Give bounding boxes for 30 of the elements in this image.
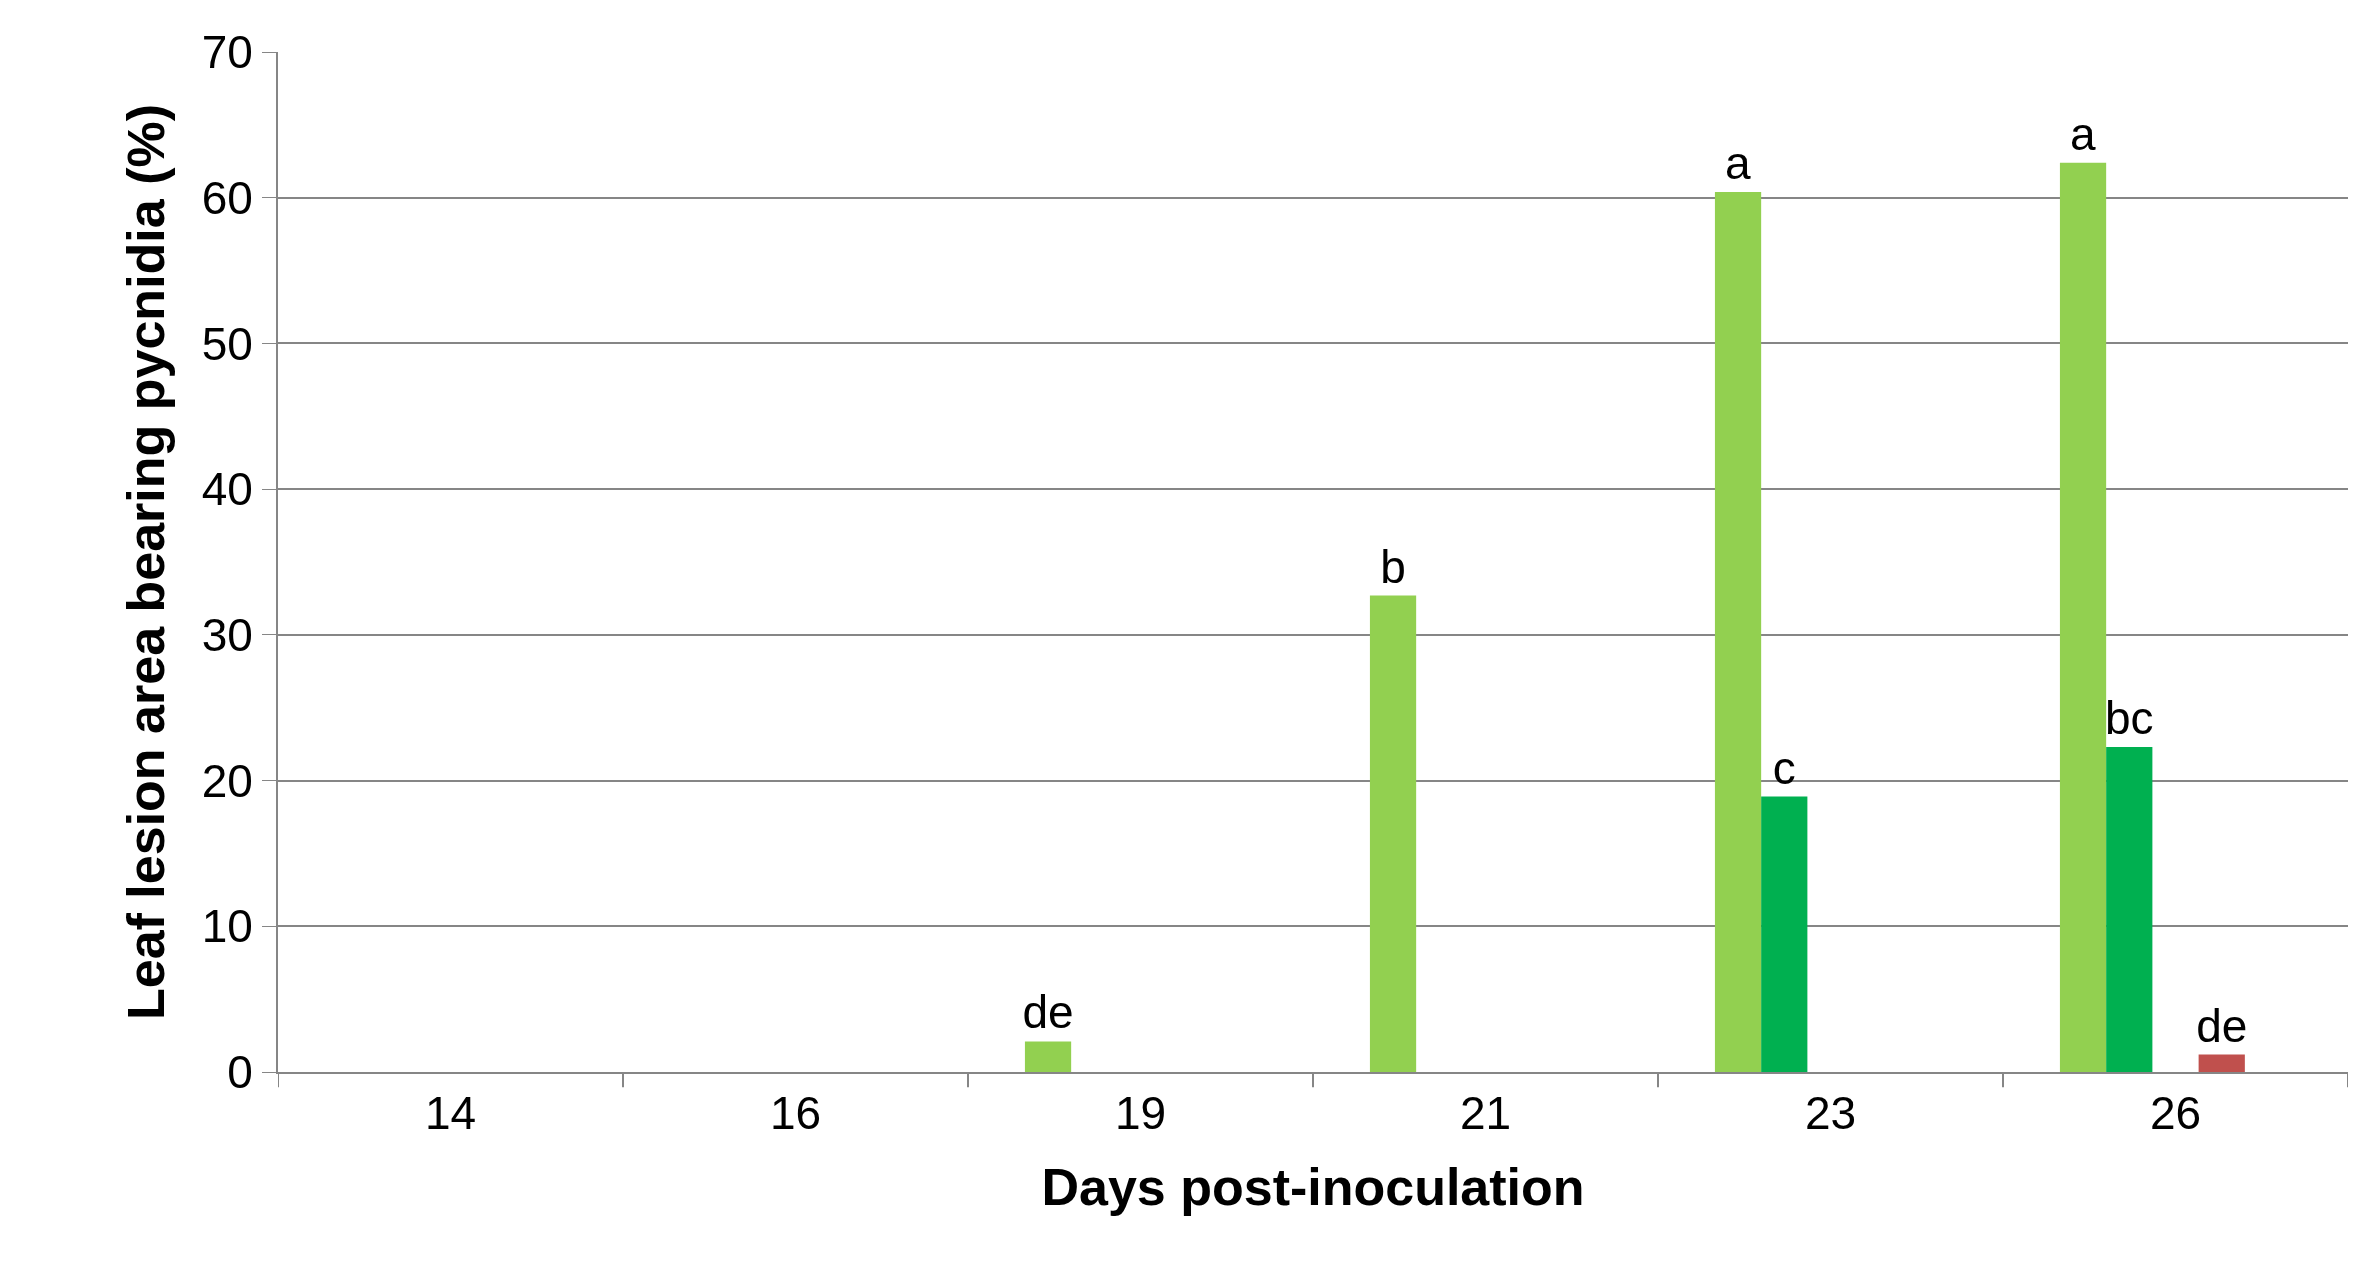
- bar: [1369, 595, 1417, 1072]
- x-tick-label: 16: [769, 1087, 822, 1140]
- y-axis-title: Leaf lesion area bearing pycnidia (%): [117, 103, 176, 1021]
- x-tick-label: 26: [2149, 1087, 2202, 1140]
- y-tick-label: 50: [201, 317, 253, 370]
- data-label: b: [1380, 540, 1406, 593]
- bar: [2059, 162, 2107, 1072]
- bar: [1714, 191, 1762, 1072]
- y-tick-label: 60: [201, 171, 253, 224]
- x-tick-label: 21: [1459, 1087, 1512, 1140]
- x-axis-title: Days post-inoculation: [1041, 1157, 1585, 1216]
- x-tick-label: 19: [1114, 1087, 1167, 1140]
- x-tick-label: 23: [1804, 1087, 1857, 1140]
- y-tick-label: 40: [201, 463, 253, 516]
- data-label: de: [2196, 999, 2248, 1052]
- y-tick-label: 20: [201, 754, 253, 807]
- y-tick-label: 10: [201, 900, 253, 953]
- bar: [2198, 1054, 2245, 1072]
- y-tick-label: 30: [201, 608, 253, 661]
- bar: [1024, 1041, 1072, 1072]
- bar: [2106, 747, 2153, 1072]
- data-label: a: [2070, 107, 2097, 160]
- x-tick-label: 14: [424, 1087, 477, 1140]
- data-label: de: [1022, 986, 1074, 1039]
- y-tick-label: 0: [227, 1046, 253, 1099]
- data-label: bc: [2104, 692, 2154, 745]
- data-label: c: [1772, 741, 1796, 794]
- data-label: a: [1725, 136, 1752, 189]
- y-tick-label: 70: [201, 26, 253, 79]
- bar: [1761, 796, 1808, 1072]
